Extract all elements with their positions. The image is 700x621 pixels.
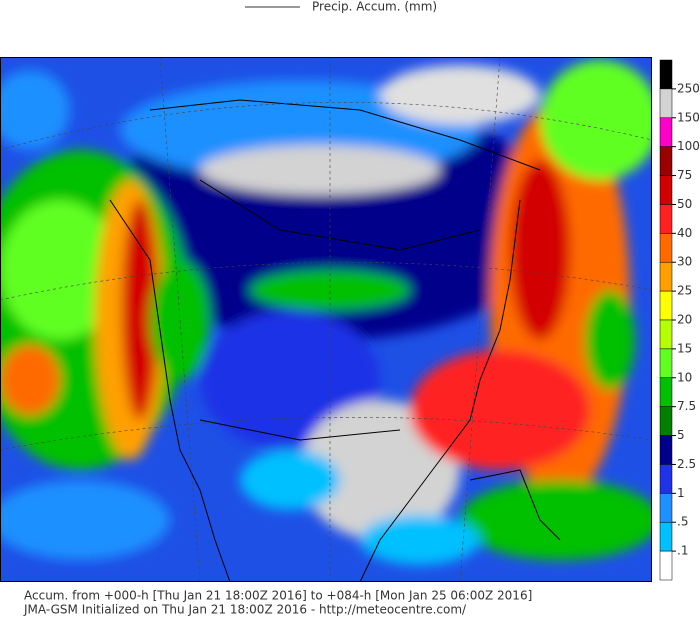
legend-title: Precip. Accum. (mm) (312, 0, 437, 14)
colorbar-label: 250 (677, 81, 700, 95)
colorbar-swatch (659, 146, 673, 176)
colorbar-swatch (659, 348, 673, 379)
colorbar-swatch (659, 290, 673, 321)
colorbar-swatch (659, 377, 673, 407)
colorbar-swatch (659, 464, 673, 494)
colorbar-swatch (659, 406, 673, 436)
colorbar-label: 20 (677, 313, 692, 327)
colorbar-label: 5 (677, 428, 685, 442)
colorbar-swatch (659, 59, 673, 90)
footer-line: Accum. from +000-h [Thu Jan 21 18:00Z 20… (24, 589, 532, 603)
colorbar-label: 7.5 (677, 399, 696, 413)
colorbar-label: .1 (677, 544, 688, 558)
colorbar-label: .5 (677, 515, 688, 529)
colorbar-swatch (659, 319, 673, 350)
colorbar-swatch (659, 550, 673, 581)
colorbar-swatch (659, 493, 673, 523)
map-frame (0, 57, 652, 582)
colorbar-label: 15 (677, 341, 692, 355)
colorbar-label: 30 (677, 255, 692, 269)
colorbar-swatch (659, 233, 673, 263)
colorbar-label: 75 (677, 168, 692, 182)
footer-line: JMA-GSM Initialized on Thu Jan 21 18:00Z… (23, 603, 467, 617)
colorbar: 250 150 100 75 50 40 30 25 20 15 10 7.5 5 2.5 1 .5 .1 (659, 59, 700, 581)
colorbar-label: 2.5 (677, 457, 696, 471)
colorbar-label: 10 (677, 370, 692, 384)
colorbar-swatch (659, 261, 673, 292)
precip-map (0, 57, 652, 582)
colorbar-label: 1 (677, 486, 685, 500)
colorbar-swatch (659, 117, 673, 147)
colorbar-label: 150 (677, 110, 700, 124)
colorbar-swatch (659, 521, 673, 552)
colorbar-swatch (659, 435, 673, 465)
colorbar-swatch (659, 175, 673, 205)
colorbar-label: 50 (677, 197, 692, 211)
colorbar-label: 40 (677, 226, 692, 240)
colorbar-label: 25 (677, 284, 692, 298)
colorbar-label: 100 (677, 139, 700, 153)
colorbar-swatch (659, 204, 673, 234)
colorbar-swatch (659, 88, 673, 119)
